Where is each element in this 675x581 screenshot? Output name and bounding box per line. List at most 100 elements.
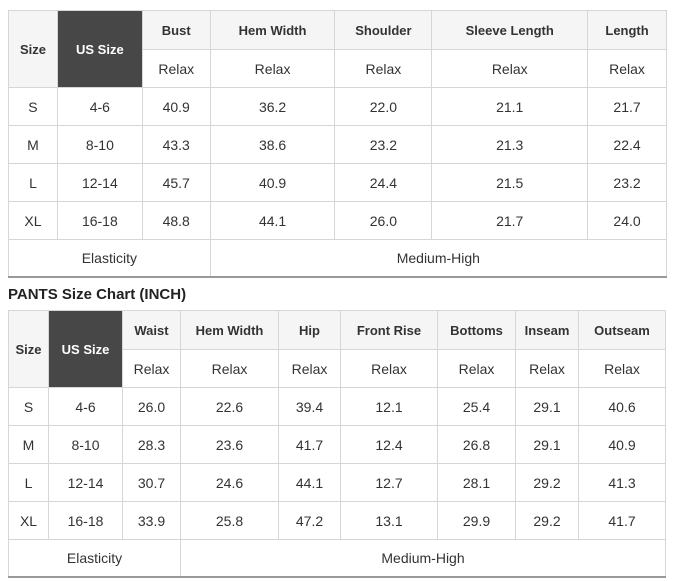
size-cell: XL — [8, 501, 49, 540]
value-cell: 26.0 — [122, 387, 181, 426]
value-cell: 45.7 — [141, 163, 211, 202]
value-cell: 40.9 — [209, 163, 336, 202]
value-cell: 43.3 — [141, 125, 211, 164]
table-row: M 8-10 28.3 23.6 41.7 12.4 26.8 29.1 40.… — [8, 425, 666, 464]
value-cell: 47.2 — [278, 501, 341, 540]
pants-relax-front-rise: Relax — [340, 349, 438, 388]
table-row: XL 16-18 48.8 44.1 26.0 21.7 24.0 — [8, 201, 667, 240]
value-cell: 24.4 — [334, 163, 433, 202]
value-cell: 33.9 — [122, 501, 181, 540]
value-cell: 40.6 — [578, 387, 666, 426]
pants-relax-hem-width: Relax — [180, 349, 279, 388]
value-cell: 41.3 — [578, 463, 666, 502]
value-cell: 12.1 — [340, 387, 438, 426]
tops-col-hem-width: Hem Width — [209, 10, 336, 50]
value-cell: 48.8 — [141, 201, 211, 240]
tops-header-row: Size US Size Bust Hem Width Shoulder Sle… — [8, 10, 667, 88]
value-cell: 25.8 — [180, 501, 279, 540]
value-cell: 23.2 — [334, 125, 433, 164]
elasticity-value: Medium-High — [180, 539, 666, 578]
size-cell: S — [8, 387, 49, 426]
size-cell: L — [8, 163, 58, 202]
value-cell: 12.7 — [340, 463, 438, 502]
tops-relax-bust: Relax — [141, 49, 211, 88]
value-cell: 29.1 — [515, 425, 579, 464]
value-cell: 30.7 — [122, 463, 181, 502]
pants-relax-waist: Relax — [122, 349, 181, 388]
pants-relax-hip: Relax — [278, 349, 341, 388]
value-cell: 25.4 — [437, 387, 516, 426]
value-cell: 21.1 — [431, 87, 589, 126]
us-size-cell: 8-10 — [56, 125, 143, 164]
tops-relax-row: Relax Relax Relax Relax Relax — [9, 49, 667, 88]
value-cell: 29.2 — [515, 501, 579, 540]
us-size-cell: 4-6 — [48, 387, 123, 426]
tops-elasticity-row: Elasticity Medium-High — [8, 239, 668, 278]
table-row: L 12-14 30.7 24.6 44.1 12.7 28.1 29.2 41… — [8, 463, 666, 502]
elasticity-value: Medium-High — [209, 239, 668, 278]
pants-col-front-rise: Front Rise — [340, 310, 438, 350]
size-cell: M — [8, 425, 49, 464]
value-cell: 22.6 — [180, 387, 279, 426]
value-cell: 22.4 — [587, 125, 667, 164]
pants-col-bottoms: Bottoms — [437, 310, 516, 350]
pants-relax-row: Relax Relax Relax Relax Relax Relax Rela… — [9, 349, 666, 388]
us-size-cell: 4-6 — [56, 87, 143, 126]
value-cell: 21.7 — [587, 87, 667, 126]
value-cell: 21.5 — [431, 163, 589, 202]
table-row: L 12-14 45.7 40.9 24.4 21.5 23.2 — [8, 163, 667, 202]
pants-elasticity-row: Elasticity Medium-High — [8, 539, 666, 578]
value-cell: 24.0 — [587, 201, 667, 240]
pants-col-hip: Hip — [278, 310, 341, 350]
pants-relax-bottoms: Relax — [437, 349, 516, 388]
value-cell: 24.6 — [180, 463, 279, 502]
value-cell: 44.1 — [278, 463, 341, 502]
pants-col-size: Size — [8, 310, 49, 388]
tops-relax-hem-width: Relax — [209, 49, 336, 88]
value-cell: 21.7 — [431, 201, 589, 240]
value-cell: 29.9 — [437, 501, 516, 540]
elasticity-label: Elasticity — [8, 239, 211, 278]
value-cell: 12.4 — [340, 425, 438, 464]
value-cell: 26.8 — [437, 425, 516, 464]
tops-relax-shoulder: Relax — [334, 49, 433, 88]
pants-col-waist: Waist — [122, 310, 181, 350]
us-size-cell: 12-14 — [48, 463, 123, 502]
table-row: S 4-6 26.0 22.6 39.4 12.1 25.4 29.1 40.6 — [8, 387, 666, 426]
table-row: S 4-6 40.9 36.2 22.0 21.1 21.7 — [8, 87, 667, 126]
size-cell: M — [8, 125, 58, 164]
value-cell: 41.7 — [278, 425, 341, 464]
value-cell: 38.6 — [209, 125, 336, 164]
us-size-cell: 16-18 — [56, 201, 143, 240]
size-cell: L — [8, 463, 49, 502]
value-cell: 40.9 — [141, 87, 211, 126]
pants-relax-inseam: Relax — [515, 349, 579, 388]
table-row: XL 16-18 33.9 25.8 47.2 13.1 29.9 29.2 4… — [8, 501, 666, 540]
pants-col-outseam: Outseam — [578, 310, 666, 350]
pants-col-us-size: US Size — [48, 310, 123, 388]
value-cell: 41.7 — [578, 501, 666, 540]
us-size-cell: 16-18 — [48, 501, 123, 540]
value-cell: 28.1 — [437, 463, 516, 502]
tops-relax-sleeve-length: Relax — [431, 49, 589, 88]
elasticity-label: Elasticity — [8, 539, 181, 578]
tops-col-size: Size — [8, 10, 58, 88]
tops-size-table: Size US Size Bust Hem Width Shoulder Sle… — [8, 10, 668, 278]
tops-col-us-size: US Size — [56, 10, 143, 88]
value-cell: 28.3 — [122, 425, 181, 464]
value-cell: 40.9 — [578, 425, 666, 464]
value-cell: 23.2 — [587, 163, 667, 202]
tops-col-length: Length — [587, 10, 667, 50]
us-size-cell: 12-14 — [56, 163, 143, 202]
pants-col-inseam: Inseam — [515, 310, 579, 350]
table-row: M 8-10 43.3 38.6 23.2 21.3 22.4 — [8, 125, 667, 164]
pants-relax-outseam: Relax — [578, 349, 666, 388]
value-cell: 22.0 — [334, 87, 433, 126]
value-cell: 39.4 — [278, 387, 341, 426]
pants-chart-title: PANTS Size Chart (INCH) — [8, 286, 187, 303]
value-cell: 29.1 — [515, 387, 579, 426]
pants-col-hem-width: Hem Width — [180, 310, 279, 350]
value-cell: 13.1 — [340, 501, 438, 540]
us-size-cell: 8-10 — [48, 425, 123, 464]
tops-col-bust: Bust — [141, 10, 211, 50]
